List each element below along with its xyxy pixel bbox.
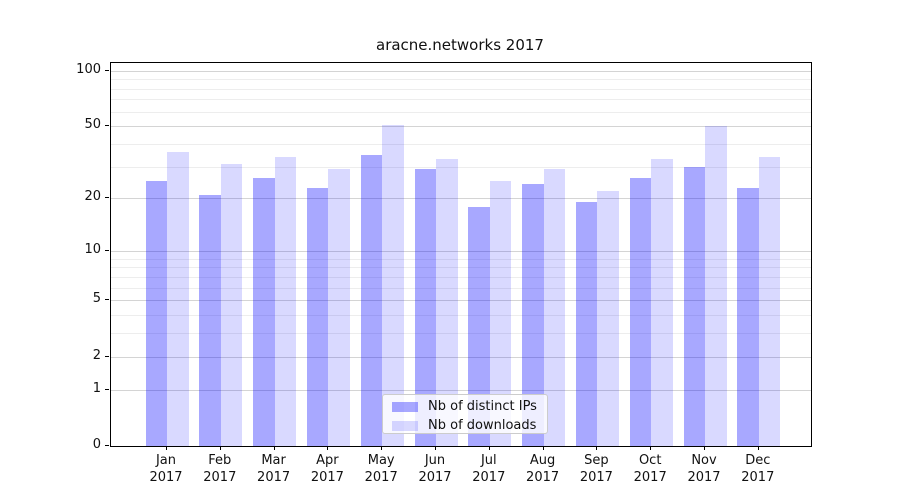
y-tick-mark-20 [105,197,109,199]
gridline-minor-9 [111,258,811,260]
bar-aug-distinct-ips [522,184,544,446]
y-tick-label-2: 2 [92,347,101,363]
bar-jul-downloads [489,181,512,446]
x-tick-label-jul: Jul 2017 [472,453,506,485]
gridline-minor-60 [111,111,811,113]
x-tick-mark-oct [650,446,652,450]
bar-jan-distinct-ips [145,181,167,446]
legend-row-distinct-ips: Nb of distinct IPs [383,397,547,416]
y-tick-mark-50 [105,125,109,127]
gridline-major-1 [111,389,811,391]
x-tick-label-nov: Nov 2017 [687,453,721,485]
x-tick-mark-jan [166,446,167,450]
legend-row-downloads: Nb of downloads [383,416,547,435]
legend-swatch-distinct-ips [392,401,418,412]
x-tick-mark-dec [757,446,759,450]
gridline-major-20 [111,198,811,200]
x-tick-mark-apr [327,446,329,450]
y-tick-label-50: 50 [84,117,101,133]
bar-nov-downloads [705,126,727,446]
bar-dec-downloads [758,156,781,446]
y-tick-mark-10 [105,249,109,251]
bar-jul-distinct-ips [468,206,490,446]
bar-mar-downloads [274,156,297,446]
x-tick-mark-jul [488,446,490,450]
y-tick-label-1: 1 [92,380,101,396]
gridline-minor-4 [111,315,811,317]
gridline-minor-80 [111,88,811,90]
x-tick-mark-sep [596,446,598,450]
bar-oct-downloads [651,159,673,446]
legend-label-downloads: Nb of downloads [428,418,537,433]
x-tick-mark-aug [542,446,544,450]
x-tick-mark-jun [435,446,436,450]
y-tick-label-20: 20 [84,189,101,205]
bar-sep-distinct-ips [575,202,598,446]
x-tick-mark-nov [704,446,705,450]
y-tick-mark-1 [105,388,109,390]
y-tick-mark-0 [105,445,109,446]
legend: Nb of distinct IPs Nb of downloads [382,394,548,434]
gridline-minor-6 [111,287,811,289]
x-tick-label-sep: Sep 2017 [579,453,613,485]
x-tick-label-aug: Aug 2017 [526,453,560,485]
x-tick-label-mar: Mar 2017 [257,453,291,485]
legend-label-distinct-ips: Nb of distinct IPs [428,399,537,414]
bar-jun-downloads [436,159,458,446]
bar-jun-distinct-ips [414,169,436,446]
bar-apr-distinct-ips [306,187,329,446]
gridline-minor-8 [111,267,811,269]
y-tick-label-100: 100 [76,61,101,77]
gridline-major-10 [111,250,811,252]
y-tick-label-5: 5 [92,291,101,307]
gridline-minor-3 [111,333,811,335]
y-tick-label-10: 10 [84,241,101,257]
x-tick-mark-feb [219,446,221,450]
plot-area: Nb of distinct IPs Nb of downloads [110,62,812,447]
x-tick-label-jan: Jan 2017 [149,453,183,485]
x-tick-label-jun: Jun 2017 [418,453,452,485]
gridline-major-5 [111,300,811,302]
x-tick-label-feb: Feb 2017 [203,453,237,485]
legend-swatch-downloads [392,420,418,431]
x-tick-mark-mar [273,446,275,450]
bar-feb-downloads [220,164,243,446]
x-tick-label-apr: Apr 2017 [310,453,344,485]
bar-apr-downloads [328,169,350,446]
x-tick-mark-may [381,446,383,450]
bar-may-distinct-ips [360,154,383,446]
x-tick-label-oct: Oct 2017 [633,453,667,485]
y-tick-mark-2 [105,355,109,357]
bar-nov-distinct-ips [683,166,705,446]
gridline-minor-40 [111,143,811,145]
gridline-major-50 [111,126,811,128]
bar-dec-distinct-ips [737,187,759,446]
bar-jan-downloads [167,152,189,446]
gridline-minor-90 [111,79,811,81]
bar-mar-distinct-ips [253,177,275,446]
gridline-minor-70 [111,99,811,101]
bar-feb-distinct-ips [199,194,221,446]
bar-oct-distinct-ips [629,177,652,446]
chart-title: aracne.networks 2017 [376,36,544,54]
bar-aug-downloads [543,169,566,446]
gridline-minor-30 [111,166,811,168]
x-tick-label-dec: Dec 2017 [741,453,775,485]
bar-may-downloads [382,124,404,446]
y-tick-mark-100 [105,69,109,71]
gridline-major-100 [111,70,811,72]
x-tick-label-may: May 2017 [364,453,398,485]
y-tick-mark-5 [105,299,109,301]
gridline-major-2 [111,356,811,358]
y-tick-label-0: 0 [92,437,101,452]
gridline-minor-7 [111,276,811,278]
bar-sep-downloads [597,191,619,446]
